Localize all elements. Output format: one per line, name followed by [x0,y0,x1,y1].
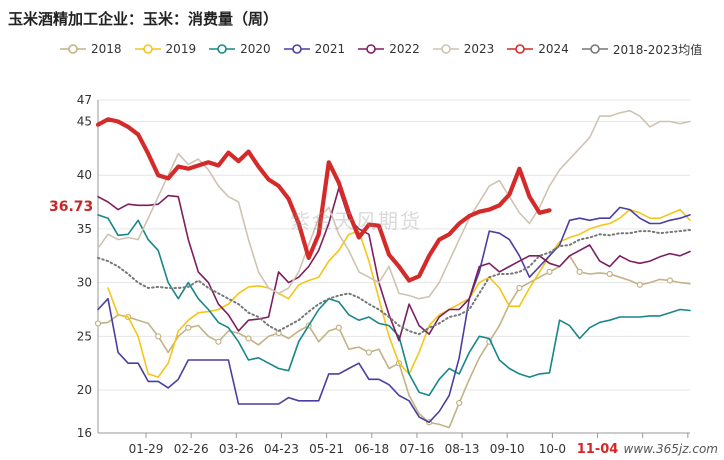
x-tick-label: 11-04 [577,442,619,457]
series-line-7 [97,229,691,336]
last-value-label: 36.73 [49,199,94,215]
y-tick-label: 47 [77,93,92,107]
series-point [215,338,222,345]
watermark: 紫金天风期货 [290,209,422,233]
y-axis: 16 20 25 30 35 40 45 47 [77,93,690,440]
y-tick-label: 20 [77,383,92,397]
legend-label: 2022 [389,42,420,56]
y-tick-label: 45 [77,114,92,128]
x-axis: 01-29 02-26 03-26 04-23 05-21 06-18 07-16 08-13… [129,433,689,457]
legend-item-2[interactable]: 2020 [209,42,271,56]
legend-label: 2018-2023均值 [612,42,703,57]
series-line-6 [95,117,552,283]
legend-item-7[interactable]: 2018-2023均值 [581,41,703,58]
x-tick-label: 01-29 [129,442,164,456]
series-point [365,349,373,356]
y-tick-label: 30 [77,276,92,290]
legend-label: 2023 [463,42,495,56]
x-tick-label: 06-18 [354,442,389,456]
series-point [666,277,674,284]
legend-label: 2018 [91,42,122,56]
x-tick-label: 10-0 [539,442,566,456]
legend-label: 2024 [538,42,569,56]
series-point [155,333,162,340]
series-point [576,268,583,275]
legend-swatch-icon [209,44,236,54]
legend-label: 2020 [240,42,271,56]
x-tick-label: 02-26 [174,442,209,456]
series-lines [94,109,691,429]
legend: 2018 2019 2020 2021 2022 2023 2024 2018-2023均值 [60,40,715,58]
series-line-3 [97,206,691,424]
x-tick-label: 04-23 [264,442,299,456]
legend-swatch-icon [60,44,86,54]
series-point [185,324,192,331]
legend-item-6[interactable]: 2024 [507,42,569,56]
series-point [335,324,342,331]
x-tick-label: 08-13 [445,442,480,456]
series-point [245,335,252,342]
legend-item-1[interactable]: 2019 [134,42,197,56]
series-line-5 [97,109,691,300]
y-tick-label: 35 [77,222,92,236]
series-point [456,399,463,407]
y-tick-label: 40 [77,168,92,182]
series-point [94,320,102,327]
series-point [546,268,553,275]
series-point [636,281,643,288]
series-line-2 [97,214,691,397]
x-tick-label: 03-26 [219,442,254,456]
y-tick-label: 25 [77,329,92,343]
legend-item-5[interactable]: 2023 [432,42,495,56]
series-point [606,270,613,278]
x-tick-label: 09-10 [490,442,525,456]
legend-label: 2019 [165,42,197,56]
legend-swatch-icon [507,44,534,54]
legend-swatch-icon [358,44,385,54]
legend-swatch-icon [581,44,608,54]
legend-item-0[interactable]: 2018 [60,42,122,56]
legend-swatch-icon [432,44,459,54]
legend-label: 2021 [314,42,346,56]
series-point [516,284,523,292]
legend-swatch-icon [283,44,310,54]
series-line-4 [97,187,691,342]
x-tick-label: 05-21 [309,442,344,456]
legend-item-3[interactable]: 2021 [283,42,346,56]
legend-item-4[interactable]: 2022 [358,42,420,56]
y-tick-label: 16 [77,426,92,440]
chart-title: 玉米酒精加工企业：玉米：消费量（周） [8,10,279,28]
source-text: www.365jz.com [623,442,718,456]
x-tick-label: 07-16 [399,442,434,456]
gridlines [98,99,690,434]
legend-swatch-icon [134,44,161,54]
series-line-0 [97,255,691,429]
series-line-1 [107,208,691,378]
